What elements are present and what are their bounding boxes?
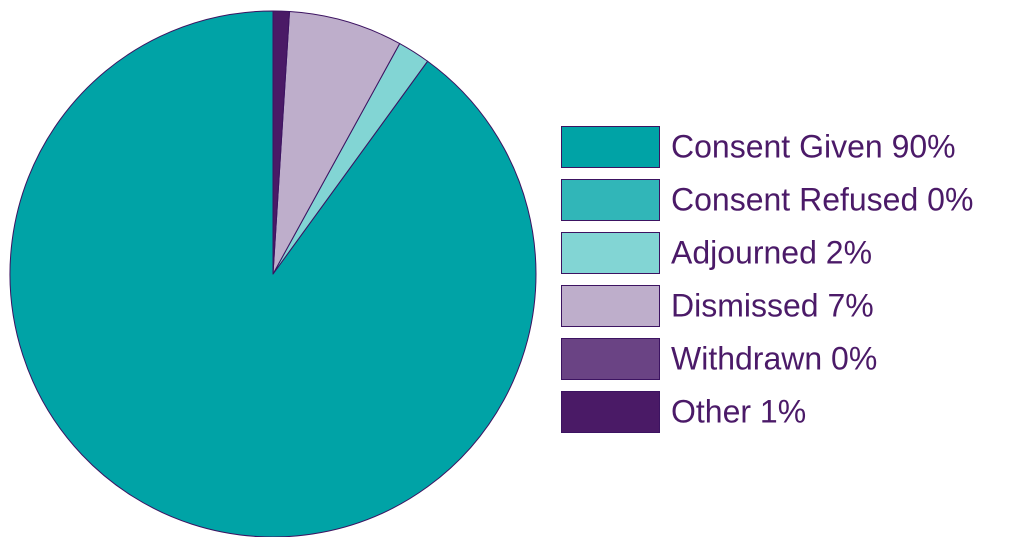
legend-label-adjourned: Adjourned 2%	[671, 235, 872, 271]
legend-swatch-other	[561, 391, 660, 433]
legend: Consent Given 90% Consent Refused 0% Adjou…	[561, 126, 973, 433]
legend-label-consent-refused: Consent Refused 0%	[671, 182, 973, 218]
legend-label-consent-given: Consent Given 90%	[671, 129, 956, 165]
legend-label-other: Other 1%	[671, 394, 806, 430]
legend-swatch-withdrawn	[561, 338, 660, 380]
legend-swatch-consent-given	[561, 126, 660, 168]
pie-slices	[9, 10, 537, 537]
legend-swatch-consent-refused	[561, 179, 660, 221]
legend-label-dismissed: Dismissed 7%	[671, 288, 874, 324]
pie-slice-dismissed	[272, 11, 401, 275]
pie-slice-other	[272, 10, 291, 275]
legend-label-withdrawn: Withdrawn 0%	[671, 341, 877, 377]
legend-swatch-dismissed	[561, 285, 660, 327]
legend-swatch-adjourned	[561, 232, 660, 274]
